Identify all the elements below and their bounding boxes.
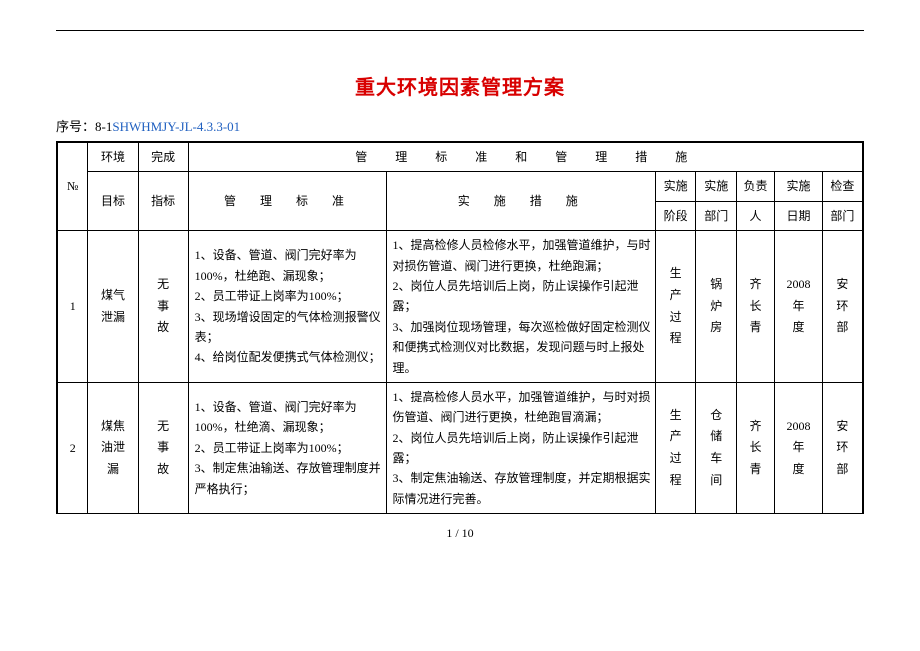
cell-phase: 生产过程 [655,382,696,513]
cell-check: 安环部 [822,382,863,513]
table-row: 2 煤焦油泄漏 无事故 1、设备、管道、阀门完好率为100%，杜绝滴、漏现象；2… [57,382,863,513]
cell-no: 1 [57,231,88,383]
h-no: № [57,142,88,231]
serial-label: 序号：8-1 [56,119,112,134]
h-phase-2: 阶段 [655,201,696,230]
page: 重大环境因素管理方案 序号：8-1SHWHMJY-JL-4.3.3-01 № 环… [0,0,920,561]
cell-resp: 齐长青 [736,231,774,383]
cell-target: 煤气泄漏 [88,231,138,383]
main-table: № 环境 完成 管 理 标 准 和 管 理 措 施 目标 指标 管 理 标 准 … [56,141,864,514]
cell-standard: 1、设备、管道、阀门完好率为100%，杜绝滴、漏现象；2、员工带证上岗率为100… [188,382,386,513]
h-phase-1: 实施 [655,172,696,201]
cell-standard: 1、设备、管道、阀门完好率为100%，杜绝跑、漏现象；2、员工带证上岗率为100… [188,231,386,383]
h-dept-1: 实施 [696,172,737,201]
cell-indicator: 无事故 [138,231,188,383]
h-dept-2: 部门 [696,201,737,230]
cell-indicator: 无事故 [138,382,188,513]
cell-resp: 齐长青 [736,382,774,513]
page-number: 1 / 10 [56,526,864,541]
serial-line: 序号：8-1SHWHMJY-JL-4.3.3-01 [56,116,864,135]
cell-check: 安环部 [822,231,863,383]
cell-target: 煤焦油泄漏 [88,382,138,513]
h-date-2: 日期 [775,201,823,230]
h-resp-2: 人 [736,201,774,230]
h-check-1: 检查 [822,172,863,201]
serial-code: SHWHMJY-JL-4.3.3-01 [112,119,240,134]
cell-dept: 锅炉房 [696,231,737,383]
h-resp-1: 负责 [736,172,774,201]
h-group: 管 理 标 准 和 管 理 措 施 [188,142,863,172]
cell-measure: 1、提高检修人员水平，加强管道维护，与时对损伤管道、阀门进行更换，杜绝跑冒滴漏；… [386,382,655,513]
h-target-2: 目标 [88,172,138,231]
h-date-1: 实施 [775,172,823,201]
h-standard: 管 理 标 准 [188,172,386,231]
h-target-1: 环境 [88,142,138,172]
cell-phase: 生产过程 [655,231,696,383]
cell-date: 2008年度 [775,382,823,513]
h-check-2: 部门 [822,201,863,230]
doc-title: 重大环境因素管理方案 [56,71,864,100]
cell-dept: 仓储车间 [696,382,737,513]
table-row: 1 煤气泄漏 无事故 1、设备、管道、阀门完好率为100%，杜绝跑、漏现象；2、… [57,231,863,383]
h-indicator-1: 完成 [138,142,188,172]
top-rule [56,30,864,31]
cell-measure: 1、提高检修人员检修水平，加强管道维护，与时对损伤管道、阀门进行更换，杜绝跑漏；… [386,231,655,383]
h-indicator-2: 指标 [138,172,188,231]
header-row-1: № 环境 完成 管 理 标 准 和 管 理 措 施 [57,142,863,172]
cell-no: 2 [57,382,88,513]
header-row-2: 目标 指标 管 理 标 准 实 施 措 施 实施 实施 负责 实施 检查 [57,172,863,201]
cell-date: 2008年度 [775,231,823,383]
h-measure: 实 施 措 施 [386,172,655,231]
